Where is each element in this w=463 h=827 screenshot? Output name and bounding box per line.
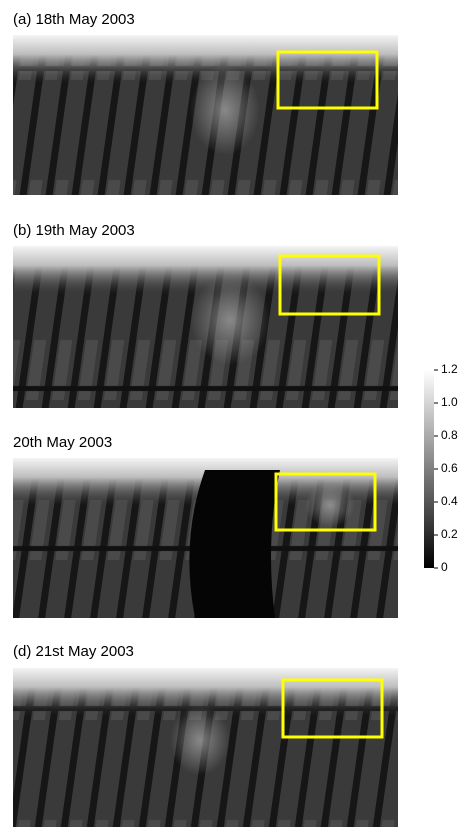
- tick-label: 0: [441, 560, 448, 574]
- map-image: [13, 668, 398, 827]
- panel-title: (d) 21st May 2003: [13, 643, 134, 660]
- map-image: [13, 246, 398, 408]
- tick-label: 0.6: [441, 461, 458, 475]
- tick-label: 1.2: [441, 362, 458, 376]
- tick-label: 0.4: [441, 494, 458, 508]
- panel-title: 20th May 2003: [13, 434, 112, 451]
- tick-label: 0.2: [441, 527, 458, 541]
- map-image: [13, 35, 398, 195]
- panel-title: (b) 19th May 2003: [13, 222, 135, 239]
- panel-title: (a) 18th May 2003: [13, 11, 135, 28]
- highlight-box: [274, 472, 377, 532]
- tick-label: 0.8: [441, 428, 458, 442]
- colorbar: [424, 370, 434, 568]
- highlight-box: [278, 254, 381, 316]
- map-image: [13, 458, 398, 618]
- tick-label: 1.0: [441, 395, 458, 409]
- highlight-box: [276, 50, 379, 110]
- highlight-box: [281, 678, 384, 739]
